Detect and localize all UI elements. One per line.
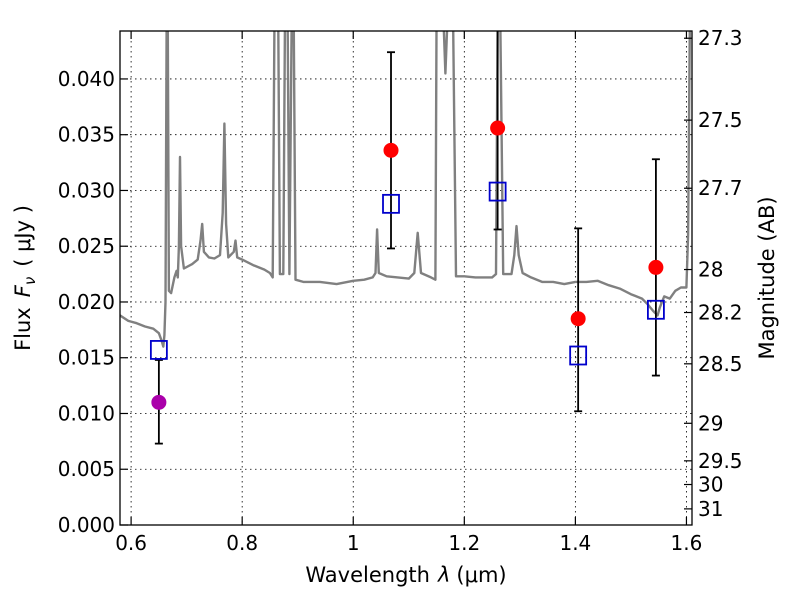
observed-flux-point xyxy=(383,142,399,158)
model-photometry-square xyxy=(149,340,168,360)
data-points-layer xyxy=(149,31,665,445)
observed-flux-point xyxy=(570,311,586,327)
observed-flux-point xyxy=(648,259,664,275)
x-tick-label: 1.2 xyxy=(448,531,480,555)
mag-tick-label: 28.2 xyxy=(698,301,743,325)
mag-tick-label: 31 xyxy=(698,497,723,521)
y-tick-label: 0.000 xyxy=(58,513,115,537)
mag-tick-label: 27.5 xyxy=(698,108,743,132)
y-tick-label: 0.040 xyxy=(58,67,115,91)
mag-tick-label: 30 xyxy=(698,473,723,497)
y-tick-label: 0.030 xyxy=(58,178,115,202)
y-tick-label: 0.025 xyxy=(58,234,115,258)
observed-flux-point xyxy=(490,120,506,136)
model-photometry-square xyxy=(382,193,400,214)
x-tick-label: 1.4 xyxy=(559,531,591,555)
model-spectrum-line xyxy=(120,31,691,348)
y-tick-label: 0.020 xyxy=(58,290,115,314)
x-tick-label: 0.6 xyxy=(115,531,147,555)
mag-tick-label: 29 xyxy=(698,411,723,435)
mag-tick-label: 27.7 xyxy=(698,176,743,200)
x-tick-label: 1 xyxy=(347,531,360,555)
mag-tick-label: 29.5 xyxy=(698,449,743,473)
axis-ticks: 0.6 0.8 1 1.2 1.4 1.6 0.000 0.005 0.010 0.015 0.02… xyxy=(58,26,743,555)
y-tick-label: 0.010 xyxy=(58,401,115,425)
y2-axis-label: Magnitude (AB) xyxy=(755,196,779,359)
x-tick-label: 0.8 xyxy=(226,531,258,555)
y-tick-label: 0.015 xyxy=(58,346,115,370)
mag-tick-label: 28 xyxy=(698,258,723,282)
x-tick-label: 1.6 xyxy=(671,531,703,555)
model-photometry-square xyxy=(569,345,588,366)
y-tick-label: 0.005 xyxy=(58,457,115,481)
x-axis-label: Wavelength λ (μm) xyxy=(305,563,506,587)
mag-tick-label: 27.3 xyxy=(698,26,743,50)
observed-flux-point xyxy=(151,394,167,410)
model-photometry-square xyxy=(488,181,507,202)
y-axis-label: FluxFν( μJy ) xyxy=(11,205,39,351)
y-tick-label: 0.035 xyxy=(58,123,115,147)
model-spectrum-layer xyxy=(120,31,691,348)
model-photometry-square xyxy=(647,299,665,320)
mag-tick-label: 28.5 xyxy=(698,352,743,376)
plot-frame xyxy=(119,30,693,526)
